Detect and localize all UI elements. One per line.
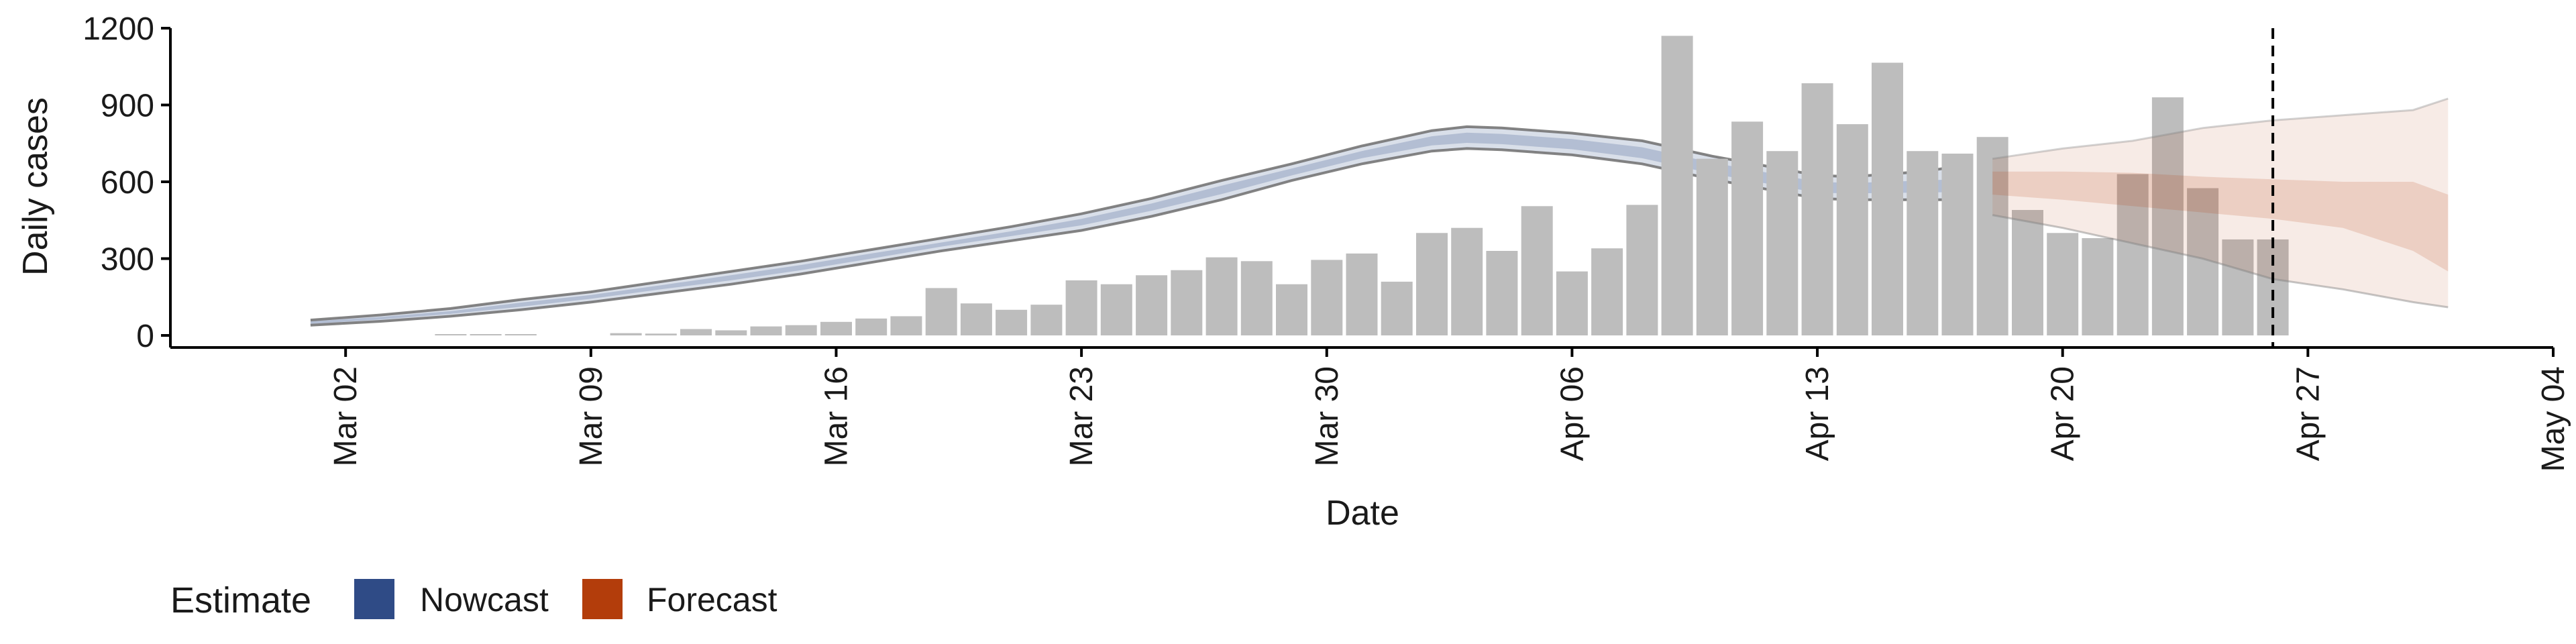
bar-2020-03-19	[925, 288, 957, 335]
y-axis-title: Daily cases	[16, 97, 55, 276]
bar-2020-04-24	[2187, 188, 2219, 335]
x-tick-label-2020-04-06: Apr 06	[1554, 366, 1590, 461]
bar-2020-04-09	[1661, 36, 1693, 336]
bar-2020-04-06	[1556, 271, 1588, 335]
forecast-layer	[1992, 97, 2449, 309]
bar-2020-04-03	[1451, 227, 1483, 335]
bars-layer	[435, 36, 2289, 336]
forecast-band-50	[1992, 171, 2449, 272]
bar-2020-04-08	[1626, 205, 1658, 335]
y-tick-label-1200: 1200	[83, 11, 154, 47]
bar-2020-03-26	[1171, 270, 1203, 335]
bar-2020-04-02	[1416, 233, 1448, 335]
axes-layer: 0 300 600 900 1200 Mar 02 Mar 09 Mar 16 Mar 23 Ma…	[83, 11, 2571, 472]
legend-swatch-nowcast	[354, 579, 394, 619]
legend-label-nowcast: Nowcast	[420, 581, 549, 619]
bar-2020-03-23	[1065, 280, 1097, 335]
bar-2020-03-20	[960, 303, 992, 335]
x-tick-label-2020-04-13: Apr 13	[1800, 366, 1835, 461]
bar-2020-03-28	[1240, 261, 1273, 335]
bar-2020-04-25	[2222, 239, 2254, 335]
x-tick-label-2020-03-09: Mar 09	[574, 366, 609, 466]
bar-2020-03-25	[1136, 275, 1168, 335]
bar-2020-03-29	[1276, 284, 1307, 335]
bar-2020-03-22	[1030, 305, 1063, 335]
x-tick-label-2020-04-20: Apr 20	[2045, 366, 2081, 461]
bar-2020-03-30	[1311, 260, 1343, 335]
bar-2020-03-14	[750, 326, 782, 335]
bar-2020-04-17	[1941, 154, 1974, 335]
bar-2020-03-15	[785, 325, 817, 335]
x-tick-label-2020-03-23: Mar 23	[1064, 366, 1099, 466]
bar-2020-04-14	[1836, 124, 1868, 335]
bar-2020-03-31	[1346, 253, 1378, 335]
bar-2020-04-12	[1766, 151, 1799, 335]
bar-2020-03-13	[715, 330, 747, 335]
y-tick-label-300: 300	[101, 242, 154, 278]
bar-2020-04-13	[1801, 83, 1833, 335]
bar-2020-03-17	[855, 318, 888, 335]
x-tick-label-2020-03-16: Mar 16	[819, 366, 855, 466]
bar-2020-03-07	[504, 334, 537, 335]
forecast-band-90	[1992, 99, 2449, 307]
x-tick-label-2020-05-04: May 04	[2536, 366, 2571, 472]
bar-2020-04-11	[1731, 121, 1764, 336]
bar-2020-04-07	[1591, 248, 1623, 335]
bar-2020-03-27	[1205, 257, 1238, 335]
bar-2020-04-01	[1381, 281, 1413, 335]
legend-label-forecast: Forecast	[647, 581, 777, 619]
y-tick-label-0: 0	[136, 319, 154, 354]
bar-2020-04-15	[1872, 62, 1903, 335]
bar-2020-04-19	[2012, 210, 2043, 335]
bar-2020-04-18	[1976, 137, 2008, 335]
bar-2020-04-20	[2047, 233, 2079, 335]
x-tick-label-2020-04-27: Apr 27	[2290, 366, 2326, 461]
forecast-upper-line	[1992, 97, 2449, 160]
bar-2020-03-11	[645, 333, 677, 335]
y-tick-label-900: 900	[101, 89, 154, 124]
bar-2020-03-10	[610, 333, 642, 335]
x-tick-label-2020-03-30: Mar 30	[1309, 366, 1345, 466]
bar-2020-04-22	[2116, 174, 2149, 335]
bar-2020-03-21	[996, 309, 1028, 335]
legend-swatch-forecast	[582, 579, 623, 619]
y-tick-label-600: 600	[101, 165, 154, 201]
legend: Estimate Nowcast Forecast	[170, 579, 777, 621]
x-tick-label-2020-03-02: Mar 02	[328, 366, 364, 466]
x-axis-title: Date	[1326, 494, 1399, 533]
bar-2020-04-05	[1521, 206, 1553, 335]
bar-2020-03-12	[680, 329, 712, 335]
bar-2020-04-04	[1486, 251, 1518, 335]
forecast-lower-line	[1992, 214, 2449, 309]
legend-title: Estimate	[170, 580, 311, 621]
bar-2020-03-05	[435, 334, 467, 335]
bar-2020-04-16	[1907, 151, 1939, 335]
nowcast-band-90	[310, 126, 1958, 325]
bar-2020-04-10	[1696, 158, 1728, 335]
bar-2020-03-18	[890, 316, 922, 335]
bar-2020-03-16	[820, 321, 852, 335]
bar-2020-04-23	[2151, 97, 2184, 335]
bar-2020-03-06	[470, 334, 502, 335]
bar-2020-04-21	[2082, 238, 2114, 335]
bar-2020-03-24	[1100, 284, 1132, 335]
